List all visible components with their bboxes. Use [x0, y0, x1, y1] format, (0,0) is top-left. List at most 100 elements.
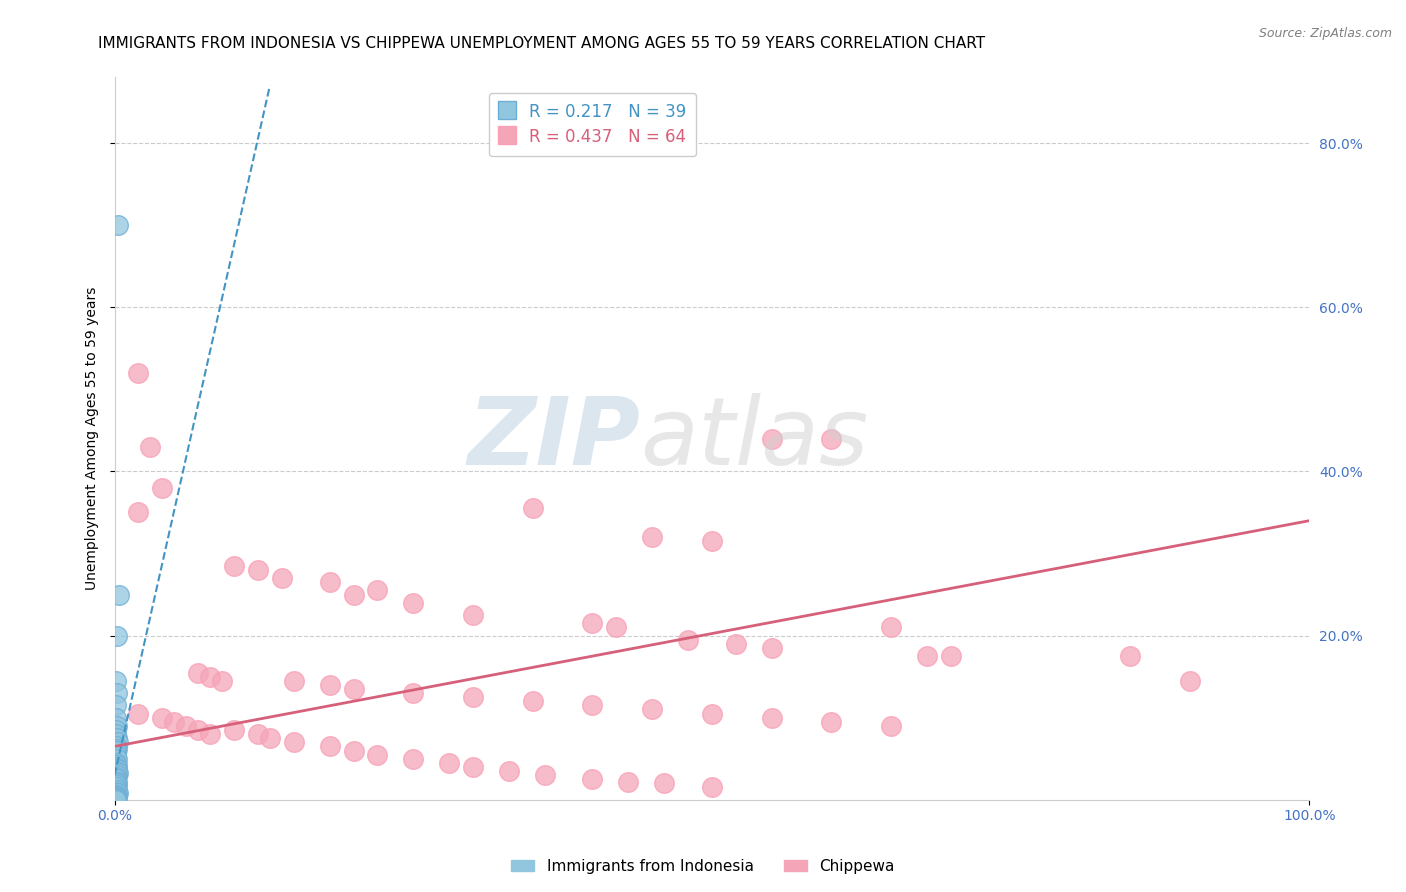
Point	[105, 758, 128, 772]
Point	[581, 772, 603, 787]
Point	[652, 776, 675, 790]
Point	[150, 481, 173, 495]
Point	[105, 791, 128, 805]
Point	[104, 760, 127, 774]
Point	[107, 218, 129, 232]
Point	[105, 629, 128, 643]
Point	[939, 649, 962, 664]
Point	[880, 719, 903, 733]
Text: IMMIGRANTS FROM INDONESIA VS CHIPPEWA UNEMPLOYMENT AMONG AGES 55 TO 59 YEARS COR: IMMIGRANTS FROM INDONESIA VS CHIPPEWA UN…	[98, 36, 986, 51]
Point	[198, 670, 221, 684]
Point	[533, 768, 555, 782]
Point	[104, 747, 127, 762]
Point	[402, 596, 425, 610]
Text: atlas: atlas	[640, 393, 869, 484]
Point	[104, 790, 127, 805]
Point	[198, 727, 221, 741]
Point	[605, 620, 627, 634]
Point	[283, 673, 305, 688]
Point	[105, 719, 128, 733]
Point	[676, 632, 699, 647]
Point	[880, 620, 903, 634]
Legend: Immigrants from Indonesia, Chippewa: Immigrants from Indonesia, Chippewa	[505, 853, 901, 880]
Point	[246, 727, 269, 741]
Point	[105, 783, 128, 797]
Point	[104, 743, 127, 757]
Point	[187, 665, 209, 680]
Point	[163, 714, 186, 729]
Point	[700, 534, 723, 549]
Point	[498, 764, 520, 778]
Point	[108, 588, 131, 602]
Point	[761, 432, 783, 446]
Point	[342, 681, 364, 696]
Point	[211, 673, 233, 688]
Point	[318, 678, 340, 692]
Point	[105, 752, 128, 766]
Point	[105, 762, 128, 776]
Point	[127, 706, 149, 721]
Point	[641, 530, 664, 544]
Point	[318, 575, 340, 590]
Point	[104, 698, 127, 713]
Y-axis label: Unemployment Among Ages 55 to 59 years: Unemployment Among Ages 55 to 59 years	[86, 287, 100, 591]
Text: Source: ZipAtlas.com: Source: ZipAtlas.com	[1258, 27, 1392, 40]
Point	[187, 723, 209, 737]
Point	[581, 616, 603, 631]
Point	[105, 731, 128, 746]
Point	[105, 778, 128, 792]
Point	[270, 571, 292, 585]
Point	[366, 583, 388, 598]
Point	[104, 764, 127, 778]
Point	[105, 686, 128, 700]
Point	[617, 774, 640, 789]
Point	[437, 756, 460, 770]
Point	[104, 772, 127, 787]
Point	[342, 743, 364, 757]
Point	[174, 719, 197, 733]
Legend: R = 0.217   N = 39, R = 0.437   N = 64: R = 0.217 N = 39, R = 0.437 N = 64	[489, 93, 696, 156]
Point	[127, 366, 149, 380]
Text: ZIP: ZIP	[467, 392, 640, 484]
Point	[641, 702, 664, 716]
Point	[104, 784, 127, 798]
Point	[127, 506, 149, 520]
Point	[104, 673, 127, 688]
Point	[105, 768, 128, 782]
Point	[402, 686, 425, 700]
Point	[104, 776, 127, 790]
Point	[222, 558, 245, 573]
Point	[139, 440, 162, 454]
Point	[820, 432, 842, 446]
Point	[104, 723, 127, 737]
Point	[104, 793, 127, 807]
Point	[222, 723, 245, 737]
Point	[402, 752, 425, 766]
Point	[342, 588, 364, 602]
Point	[104, 727, 127, 741]
Point	[461, 760, 484, 774]
Point	[318, 739, 340, 754]
Point	[104, 756, 127, 770]
Point	[105, 742, 128, 756]
Point	[283, 735, 305, 749]
Point	[104, 792, 127, 806]
Point	[246, 563, 269, 577]
Point	[104, 739, 127, 754]
Point	[107, 766, 129, 780]
Point	[104, 789, 127, 804]
Point	[105, 774, 128, 789]
Point	[461, 690, 484, 705]
Point	[761, 711, 783, 725]
Point	[107, 735, 129, 749]
Point	[461, 608, 484, 623]
Point	[700, 780, 723, 795]
Point	[581, 698, 603, 713]
Point	[700, 706, 723, 721]
Point	[104, 770, 127, 784]
Point	[150, 711, 173, 725]
Point	[820, 714, 842, 729]
Point	[259, 731, 281, 746]
Point	[105, 788, 128, 802]
Point	[522, 501, 544, 516]
